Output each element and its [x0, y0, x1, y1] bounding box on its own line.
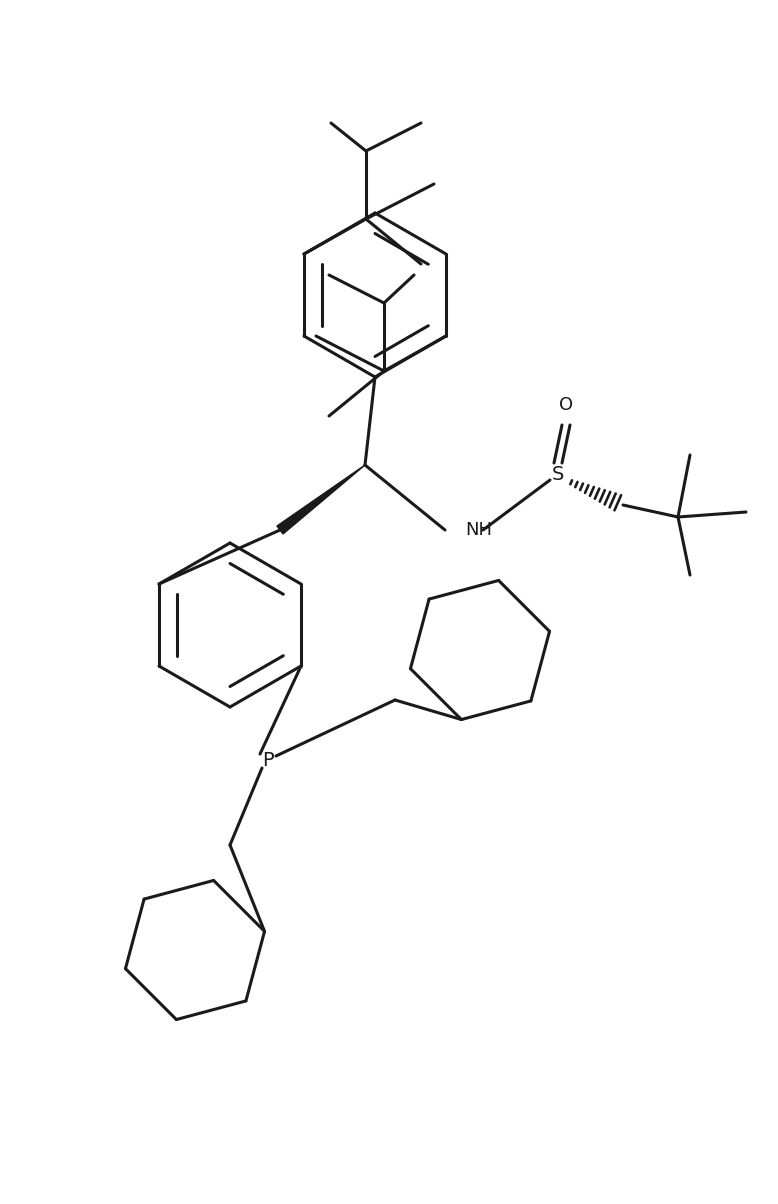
- Text: O: O: [559, 396, 573, 414]
- Polygon shape: [277, 465, 365, 533]
- Text: NH: NH: [465, 521, 492, 539]
- Text: P: P: [262, 750, 274, 769]
- Text: S: S: [552, 466, 564, 484]
